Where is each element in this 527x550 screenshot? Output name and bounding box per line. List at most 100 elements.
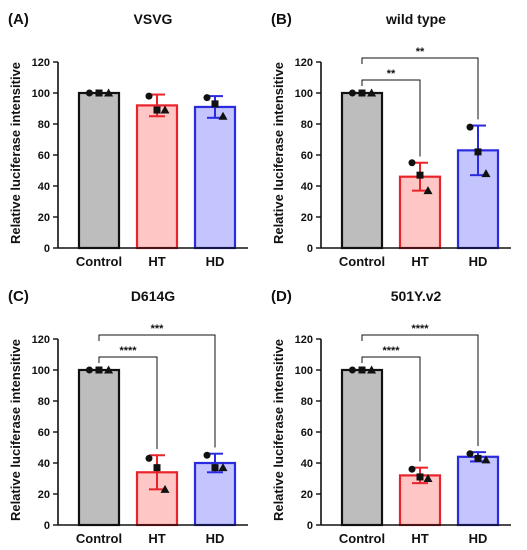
data-point-ht [153,106,161,114]
y-tick-label: 20 [301,212,313,224]
significance-label: *** [151,323,165,335]
chart-panel-0: (A) VSVG Relative luciferase intensitive 0 2… [8,11,248,269]
y-tick-label: 40 [301,458,313,470]
y-tick-label: 100 [295,88,313,100]
significance-label: **** [382,345,400,357]
data-point-control [367,88,377,97]
data-point-hd [474,148,482,156]
data-point-control [95,366,103,374]
chart-panel-1: (B) wild type Relative luciferase intensit… [271,11,511,269]
x-tick-label: HT [148,254,165,269]
bar-control [77,368,121,527]
significance-bracket [361,334,479,446]
y-axis-label: Relative luciferase intensitive [271,339,286,521]
panel-letter: (A) [8,11,29,28]
y-tick-label: 80 [38,119,50,131]
data-point-control [85,366,93,374]
chart-title: 501Y.v2 [391,288,442,304]
x-tick-label: HT [411,254,428,269]
bar-hd [456,455,500,527]
y-tick-label: 0 [44,520,50,532]
data-point-control [104,365,114,374]
y-tick-label: 20 [38,489,50,501]
bar-hd [193,105,237,250]
x-tick-label: HD [206,531,225,546]
data-point-ht [145,92,153,100]
data-point-hd [218,463,228,472]
data-point-hd [481,455,491,464]
panel-letter: (D) [271,288,292,305]
bar-ht [135,104,179,250]
data-point-ht [160,484,170,493]
y-tick-label: 80 [301,396,313,408]
x-tick-label: HD [469,531,488,546]
x-tick-label: HT [148,531,165,546]
data-point-control [348,366,356,374]
significance-bracket [361,79,421,157]
data-point-hd [466,450,474,458]
data-point-hd [466,123,474,131]
data-point-hd [211,100,219,108]
y-tick-label: 60 [301,427,313,439]
significance-label: **** [411,323,429,335]
panel-letter: (B) [271,11,292,28]
y-tick-label: 120 [32,57,50,69]
x-tick-label: HD [469,254,488,269]
y-tick-label: 100 [32,88,50,100]
significance-label: ** [387,68,396,80]
data-point-control [104,88,114,97]
x-tick-label: Control [76,531,122,546]
data-point-ht [408,465,416,473]
data-point-control [95,89,103,97]
data-point-control [348,89,356,97]
bar-control [77,91,121,250]
data-point-ht [145,454,153,462]
data-point-control [85,89,93,97]
data-point-hd [203,94,211,102]
x-tick-label: Control [339,531,385,546]
data-point-ht [160,105,170,114]
y-tick-label: 40 [301,181,313,193]
significance-bracket [98,334,216,448]
y-axis-label: Relative luciferase intensitive [8,62,23,244]
y-tick-label: 60 [38,150,50,162]
significance-bracket [98,356,158,450]
y-tick-label: 80 [301,119,313,131]
data-point-ht [408,159,416,167]
y-tick-label: 80 [38,396,50,408]
y-tick-label: 0 [307,243,313,255]
data-point-ht [416,473,424,481]
data-point-control [358,366,366,374]
data-point-hd [203,451,211,459]
chart-panel-3: (D) 501Y.v2 Relative luciferase intensitiv… [271,288,511,546]
data-point-ht [416,171,424,179]
y-tick-label: 120 [295,334,313,346]
y-axis-label: Relative luciferase intensitive [271,62,286,244]
y-tick-label: 60 [301,150,313,162]
data-point-hd [218,111,228,120]
data-point-hd [474,454,482,462]
significance-label: **** [119,345,137,357]
chart-title: VSVG [134,11,173,27]
significance-bracket [361,57,479,120]
data-point-ht [423,186,433,195]
significance-label: ** [416,46,425,58]
y-axis-label: Relative luciferase intensitive [8,339,23,521]
x-tick-label: HT [411,531,428,546]
y-tick-label: 0 [44,243,50,255]
y-tick-label: 60 [38,427,50,439]
x-tick-label: Control [339,254,385,269]
x-tick-label: Control [76,254,122,269]
y-tick-label: 100 [32,365,50,377]
bar-control [340,368,384,527]
chart-panel-2: (C) D614G Relative luciferase intensitive 0… [8,288,248,546]
y-tick-label: 100 [295,365,313,377]
bar-control [340,91,384,250]
significance-bracket [361,356,421,462]
y-tick-label: 0 [307,520,313,532]
y-tick-label: 40 [38,458,50,470]
y-tick-label: 20 [301,489,313,501]
bar-hd [193,461,237,527]
y-tick-label: 120 [295,57,313,69]
